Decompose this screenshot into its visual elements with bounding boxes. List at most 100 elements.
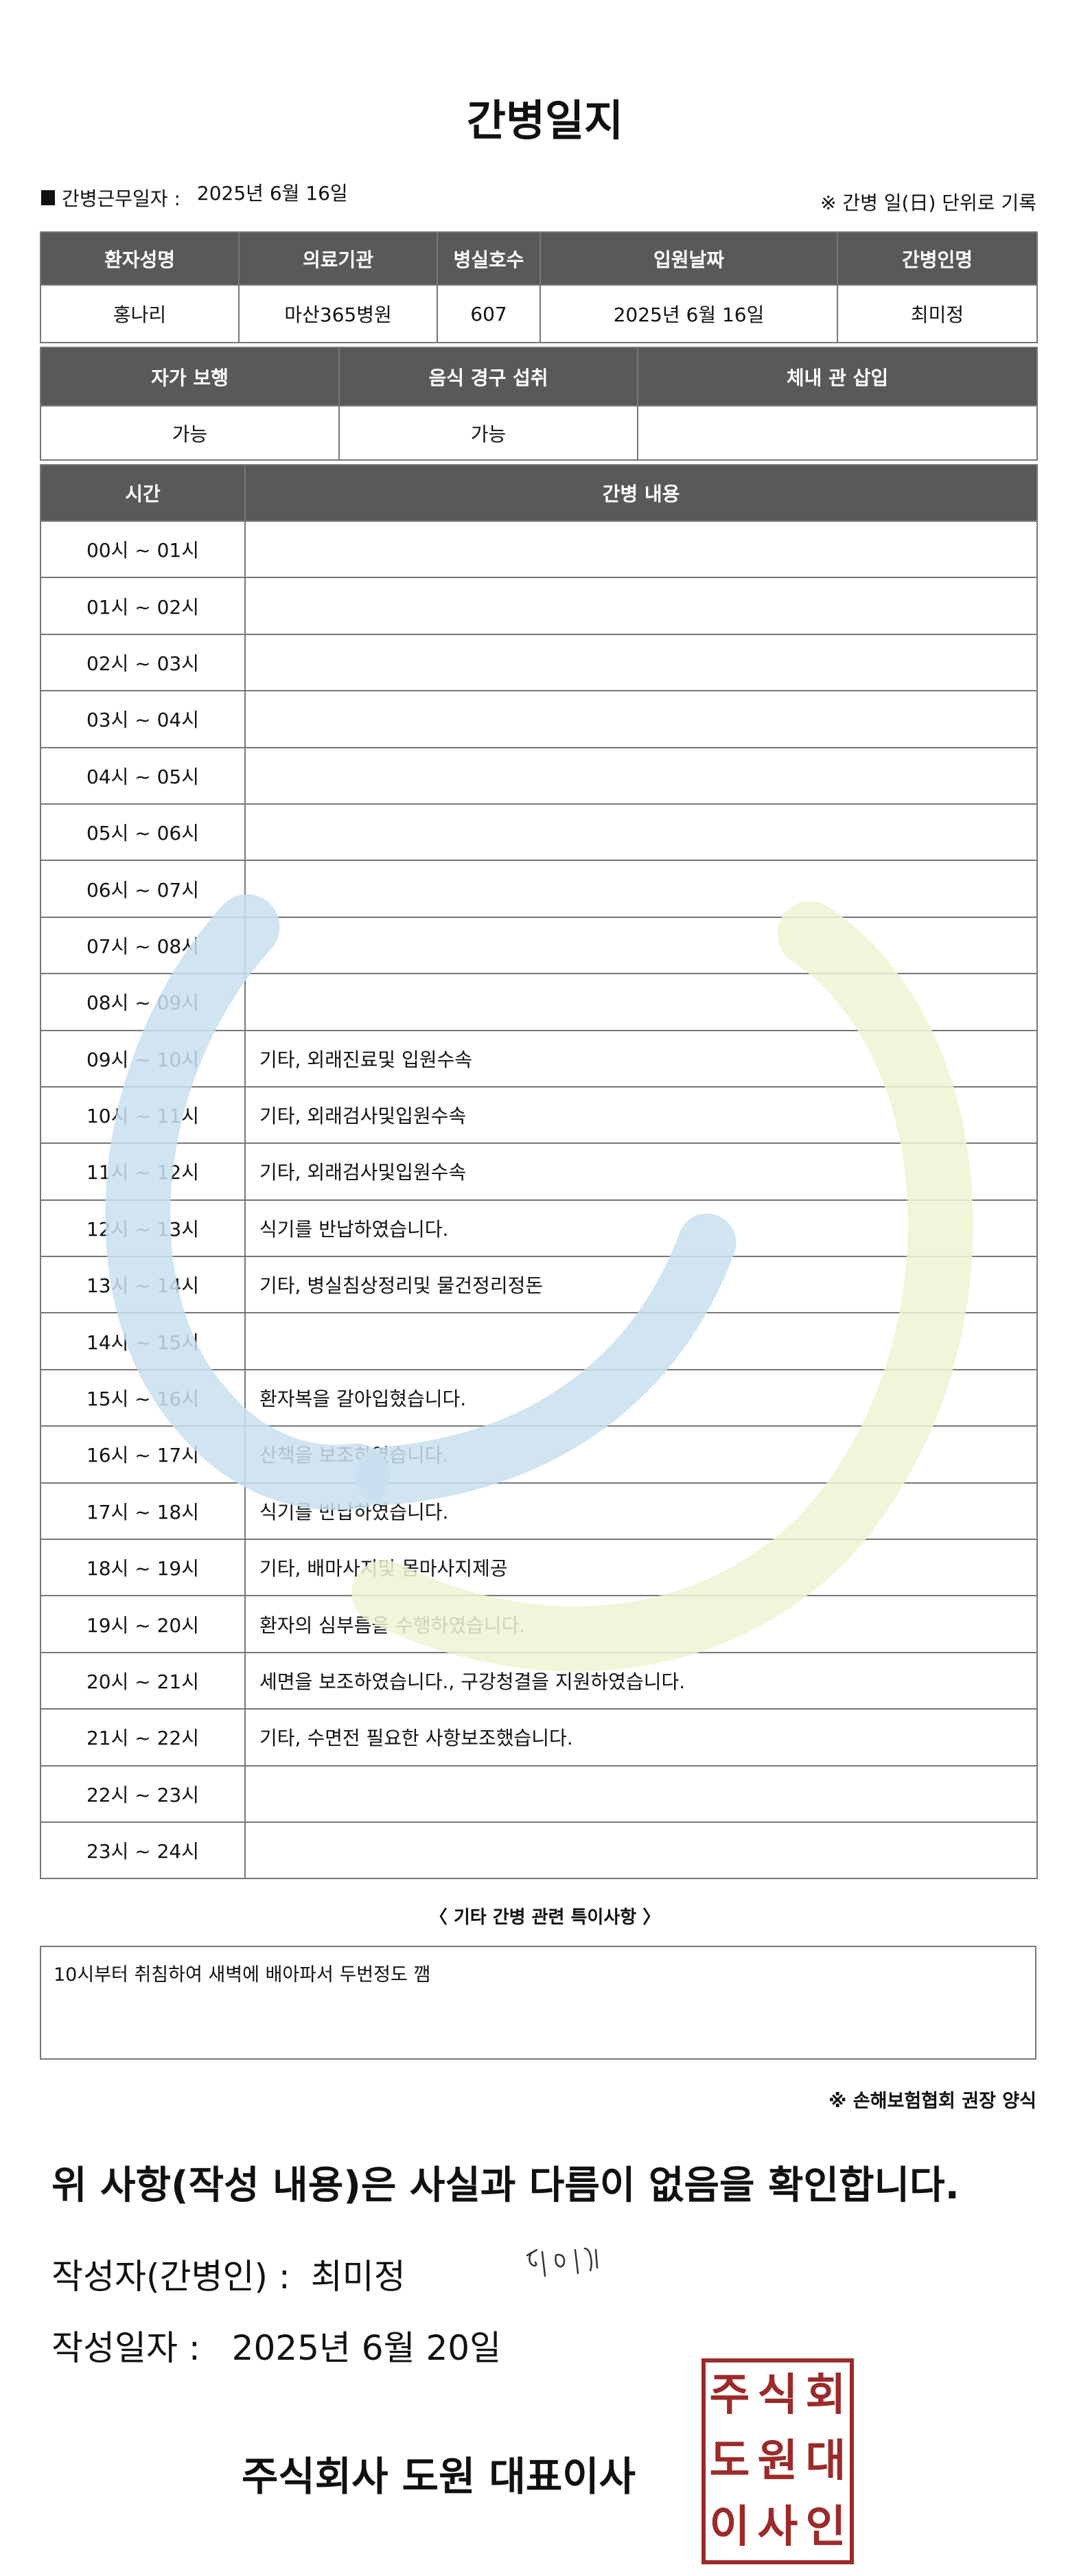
log-content: 기타, 외래검사및입원수속 — [244, 1085, 1038, 1145]
log-time: 08시 ~ 09시 — [40, 973, 246, 1031]
log-row: 12시 ~ 13시 식기를 반납하였습니다. — [40, 1199, 1038, 1258]
seal-char: 원 — [757, 2436, 798, 2487]
patient-status-table: 자가 보행 음식 경구 섭취 체내 관 삽입 가능 가능 — [40, 347, 1038, 461]
confirmation-statement: 위 사항(작성 내용)은 사실과 다름이 없음을 확인합니다. — [51, 2163, 960, 2208]
log-row: 21시 ~ 22시 기타, 수면전 필요한 사항보조했습니다. — [40, 1708, 1038, 1767]
log-row: 19시 ~ 20시 환자의 심부름을 수행하였습니다. — [40, 1595, 1038, 1653]
work-date-value: 2025년 6월 16일 — [196, 182, 348, 205]
log-content: 식기를 반납하였습니다. — [244, 1199, 1038, 1258]
header-time: 시간 — [40, 464, 246, 522]
work-date-line: 간병근무일자 : 2025년 6월 16일 — [41, 182, 348, 211]
header-walking: 자가 보행 — [40, 347, 340, 406]
log-row: 05시 ~ 06시 — [40, 803, 1038, 862]
unit-note: ※ 간병 일(日) 단위로 기록 — [820, 192, 1036, 214]
log-row: 22시 ~ 23시 — [40, 1764, 1038, 1823]
company-seal-stamp: 주 식 회 도 원 대 이 사 인 — [701, 2358, 854, 2564]
log-content — [244, 690, 1038, 748]
company-representative: 주식회사 도원 대표이사 — [242, 2453, 636, 2500]
log-content: 식기를 반납하였습니다. — [244, 1482, 1038, 1541]
log-time: 14시 ~ 15시 — [40, 1312, 246, 1370]
seal-char: 대 — [805, 2436, 846, 2487]
seal-char: 식 — [757, 2370, 798, 2421]
log-content — [244, 633, 1038, 692]
seal-char: 사 — [757, 2502, 798, 2553]
log-time: 06시 ~ 07시 — [40, 860, 246, 918]
log-time: 10시 ~ 11시 — [40, 1085, 246, 1145]
writer-line: 작성자(간병인) : 최미정 — [51, 2249, 406, 2299]
log-time: 04시 ~ 05시 — [40, 746, 246, 805]
oral-intake-value: 가능 — [338, 405, 638, 461]
log-time: 12시 ~ 13시 — [40, 1199, 246, 1258]
log-row: 14시 ~ 15시 — [40, 1312, 1038, 1370]
log-time: 20시 ~ 21시 — [40, 1651, 246, 1710]
log-content — [244, 1821, 1038, 1880]
log-row: 04시 ~ 05시 — [40, 746, 1038, 805]
notes-box: 10시부터 취침하여 새벽에 배아파서 두번정도 깸 — [40, 1946, 1036, 2060]
log-time: 16시 ~ 17시 — [40, 1425, 246, 1484]
seal-char: 주 — [709, 2370, 750, 2421]
log-time: 11시 ~ 12시 — [40, 1142, 246, 1201]
log-row: 15시 ~ 16시 환자복을 갈아입혔습니다. — [40, 1368, 1038, 1427]
log-content — [244, 916, 1038, 975]
log-content: 산책을 보조하였습니다. — [244, 1425, 1038, 1484]
log-content — [244, 860, 1038, 918]
room-number: 607 — [437, 284, 541, 343]
log-time: 01시 ~ 02시 — [40, 577, 246, 635]
log-content: 기타, 수면전 필요한 사항보조했습니다. — [244, 1708, 1038, 1767]
log-content — [244, 577, 1038, 635]
log-content — [244, 746, 1038, 805]
institution: 마산365병원 — [238, 284, 438, 343]
log-row: 23시 ~ 24시 — [40, 1821, 1038, 1880]
log-time: 17시 ~ 18시 — [40, 1482, 246, 1541]
walking-value: 가능 — [40, 405, 340, 461]
log-row: 09시 ~ 10시 기타, 외래진료및 입원수속 — [40, 1029, 1038, 1088]
log-row: 17시 ~ 18시 식기를 반납하였습니다. — [40, 1482, 1038, 1541]
log-time: 23시 ~ 24시 — [40, 1821, 246, 1880]
notes-label: 〈 기타 간병 관련 특이사항 〉 — [429, 1907, 661, 1928]
page-title: 간병일지 — [466, 95, 624, 146]
square-bullet-icon — [41, 190, 55, 205]
log-row: 10시 ~ 11시 기타, 외래검사및입원수속 — [40, 1085, 1038, 1145]
log-time: 03시 ~ 04시 — [40, 690, 246, 748]
log-row: 18시 ~ 19시 기타, 배마사지및 몸마사지제공 — [40, 1539, 1038, 1597]
log-content — [244, 520, 1038, 579]
seal-char: 회 — [805, 2370, 846, 2421]
log-time: 09시 ~ 10시 — [40, 1029, 246, 1088]
log-time: 00시 ~ 01시 — [40, 520, 246, 579]
caregiver-name: 최미정 — [837, 284, 1038, 343]
log-content — [244, 973, 1038, 1031]
log-row: 00시 ~ 01시 — [40, 520, 1038, 579]
log-content: 기타, 외래검사및입원수속 — [244, 1142, 1038, 1201]
log-row: 07시 ~ 08시 — [40, 916, 1038, 975]
admission-date: 2025년 6월 16일 — [540, 284, 838, 343]
work-date-label: 간병근무일자 : — [62, 187, 181, 210]
log-time: 05시 ~ 06시 — [40, 803, 246, 862]
tube-value — [637, 405, 1038, 461]
seal-char: 이 — [709, 2502, 750, 2553]
log-content: 세면을 보조하였습니다., 구강청결을 지원하였습니다. — [244, 1651, 1038, 1710]
log-row: 16시 ~ 17시 산책을 보조하였습니다. — [40, 1425, 1038, 1484]
patient-info-table: 환자성명 의료기관 병실호수 입원날짜 간병인명 홍나리 마산365병원 607… — [40, 231, 1038, 343]
log-row: 02시 ~ 03시 — [40, 633, 1038, 692]
header-oral-intake: 음식 경구 섭취 — [338, 347, 638, 406]
log-row: 20시 ~ 21시 세면을 보조하였습니다., 구강청결을 지원하였습니다. — [40, 1651, 1038, 1710]
log-time: 19시 ~ 20시 — [40, 1595, 246, 1653]
log-content: 환자복을 갈아입혔습니다. — [244, 1368, 1038, 1427]
log-content — [244, 1312, 1038, 1370]
log-time: 18시 ~ 19시 — [40, 1539, 246, 1597]
log-content: 기타, 배마사지및 몸마사지제공 — [244, 1539, 1038, 1597]
written-date-label: 작성일자 : — [51, 2328, 200, 2368]
seal-char: 도 — [709, 2436, 750, 2487]
handwritten-signature — [526, 2247, 599, 2277]
log-row: 08시 ~ 09시 — [40, 973, 1038, 1031]
log-time: 15시 ~ 16시 — [40, 1368, 246, 1427]
log-content: 기타, 외래진료및 입원수속 — [244, 1029, 1038, 1088]
log-time: 02시 ~ 03시 — [40, 633, 246, 692]
log-content — [244, 803, 1038, 862]
log-row: 13시 ~ 14시 기타, 병실침상정리및 물건정리정돈 — [40, 1256, 1038, 1314]
header-patient-name: 환자성명 — [40, 231, 240, 286]
patient-name: 홍나리 — [40, 284, 240, 343]
writer-name: 최미정 — [310, 2257, 406, 2297]
log-time: 21시 ~ 22시 — [40, 1708, 246, 1767]
log-content: 기타, 병실침상정리및 물건정리정돈 — [244, 1256, 1038, 1314]
